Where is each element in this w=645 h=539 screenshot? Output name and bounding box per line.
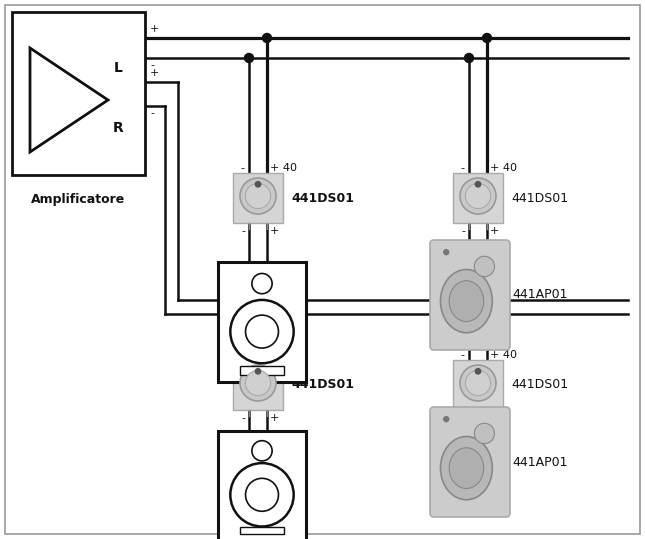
Ellipse shape [474, 423, 495, 444]
Circle shape [475, 182, 481, 187]
Circle shape [460, 365, 496, 401]
Text: 441AP01: 441AP01 [512, 455, 568, 468]
Bar [12, 12, 145, 175]
Text: -: - [460, 350, 464, 360]
Text: L: L [114, 61, 123, 75]
Text: -: - [241, 226, 245, 236]
Circle shape [482, 295, 491, 305]
Circle shape [475, 369, 481, 374]
Ellipse shape [441, 270, 492, 333]
Circle shape [464, 53, 473, 63]
Circle shape [244, 309, 253, 319]
Ellipse shape [449, 448, 484, 488]
Bar [233, 173, 283, 223]
Circle shape [245, 183, 271, 209]
Text: R: R [113, 121, 123, 135]
Text: Amplificatore: Amplificatore [32, 193, 126, 206]
FancyBboxPatch shape [430, 407, 510, 517]
Text: +: + [150, 24, 159, 34]
Bar [453, 173, 503, 223]
Circle shape [460, 178, 496, 214]
Circle shape [464, 309, 473, 319]
Text: -: - [240, 350, 244, 360]
Circle shape [255, 182, 261, 187]
Bar [218, 262, 306, 382]
Circle shape [482, 33, 491, 43]
Circle shape [263, 33, 272, 43]
Circle shape [252, 273, 272, 294]
Text: -: - [461, 226, 465, 236]
Text: + 40: + 40 [270, 350, 297, 360]
Text: 441DS01: 441DS01 [511, 191, 568, 204]
Circle shape [252, 441, 272, 461]
Text: +: + [490, 413, 499, 423]
Circle shape [246, 478, 279, 512]
Bar [240, 367, 284, 375]
Text: +: + [490, 226, 499, 236]
Text: -: - [241, 413, 245, 423]
Text: -: - [150, 108, 154, 118]
Circle shape [255, 369, 261, 374]
Circle shape [240, 178, 276, 214]
Bar [218, 431, 306, 539]
Text: +: + [270, 413, 279, 423]
Text: 441DS01: 441DS01 [511, 378, 568, 391]
Text: 441AP01: 441AP01 [512, 288, 568, 301]
Text: 441DS01: 441DS01 [291, 191, 354, 204]
Text: -: - [461, 413, 465, 423]
Ellipse shape [474, 256, 495, 277]
Ellipse shape [441, 437, 492, 500]
Circle shape [244, 53, 253, 63]
Text: -: - [460, 163, 464, 173]
Text: -: - [240, 163, 244, 173]
Text: -: - [150, 60, 154, 70]
Text: + 40: + 40 [490, 350, 517, 360]
Circle shape [240, 365, 276, 401]
Ellipse shape [449, 281, 484, 322]
Circle shape [466, 183, 491, 209]
Circle shape [230, 300, 293, 363]
Text: +: + [150, 68, 159, 78]
Bar [233, 360, 283, 410]
FancyBboxPatch shape [430, 240, 510, 350]
Circle shape [230, 463, 293, 527]
Circle shape [444, 417, 449, 421]
Circle shape [245, 370, 271, 396]
Circle shape [246, 315, 279, 348]
Bar [453, 360, 503, 410]
Text: + 40: + 40 [490, 163, 517, 173]
Circle shape [444, 250, 449, 254]
Text: +: + [270, 226, 279, 236]
Text: + 40: + 40 [270, 163, 297, 173]
Circle shape [466, 370, 491, 396]
Text: 441DS01: 441DS01 [291, 378, 354, 391]
Circle shape [263, 295, 272, 305]
Bar [240, 527, 284, 534]
